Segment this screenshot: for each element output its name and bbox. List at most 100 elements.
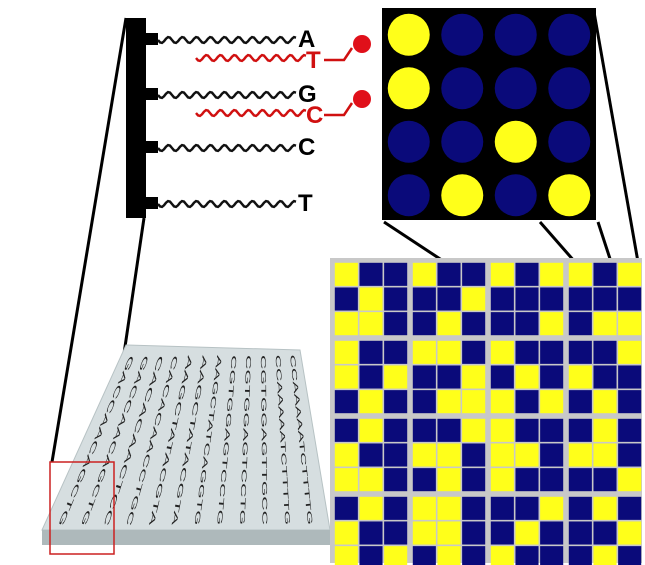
probe-anchor <box>146 88 158 100</box>
chip-cell-bright <box>462 365 486 389</box>
chip-cell-dark <box>568 496 592 520</box>
chip-cell-dark <box>593 340 617 364</box>
chip-cell-bright <box>334 262 358 286</box>
slide-edge <box>42 530 330 545</box>
dark-spot <box>548 67 591 110</box>
chip-cell-dark <box>568 340 592 364</box>
dark-spot <box>548 13 591 56</box>
chip-cell-bright <box>540 312 564 336</box>
chip-cell-bright <box>490 418 514 442</box>
chip-cell-bright <box>437 312 461 336</box>
probe-base-label: T <box>298 190 313 217</box>
bright-spot <box>387 67 430 110</box>
chip-cell-dark <box>359 546 383 565</box>
chip-cell-dark <box>334 418 358 442</box>
chip-cell-dark <box>462 443 486 467</box>
chip-cell-bright <box>334 521 358 545</box>
chip-cell-bright <box>490 340 514 364</box>
chip-cell-bright <box>437 443 461 467</box>
probe-base-label: A <box>298 26 315 53</box>
chip-cell-dark <box>618 546 642 565</box>
chip-cell-bright <box>618 521 642 545</box>
chip-cell-dark <box>568 287 592 311</box>
chip-cell-bright <box>462 390 486 414</box>
label-linker <box>324 47 354 62</box>
chip-cell-bright <box>334 546 358 565</box>
chip-cell-bright <box>334 468 358 492</box>
chip-cell-dark <box>437 418 461 442</box>
chip-cell-dark <box>618 287 642 311</box>
dark-spot <box>494 174 537 217</box>
label-linker <box>324 102 354 117</box>
chip-cell-bright <box>412 262 436 286</box>
chip-cell-bright <box>437 340 461 364</box>
chip-cell-dark <box>462 546 486 565</box>
chip-cell-bright <box>490 390 514 414</box>
chip-cell-dark <box>515 287 539 311</box>
chip-cell-dark <box>359 262 383 286</box>
chip-cell-dark <box>384 390 408 414</box>
dark-spot <box>494 67 537 110</box>
chip-cell-dark <box>412 312 436 336</box>
chip-cell-bright <box>593 418 617 442</box>
chip-cell-dark <box>359 340 383 364</box>
chip-cell-dark <box>437 287 461 311</box>
chip-cell-bright <box>359 287 383 311</box>
chip-cell-dark <box>384 468 408 492</box>
chip-cell-dark <box>384 521 408 545</box>
chip-cell-bright <box>540 390 564 414</box>
chip-cell-dark <box>540 521 564 545</box>
probe-anchor <box>146 33 158 45</box>
chip-cell-bright <box>384 546 408 565</box>
chip-cell-bright <box>359 468 383 492</box>
chip-cell-dark <box>384 443 408 467</box>
chip-cell-dark <box>618 390 642 414</box>
support-bar <box>126 18 146 218</box>
bright-spot <box>494 120 537 163</box>
glass-slide: GACCAACAGCTGGACCAACAGCTGCACACAACTCCCACAC… <box>41 344 331 555</box>
target-strand <box>195 108 307 118</box>
chip-cell-dark <box>437 262 461 286</box>
chip-cell-bright <box>437 521 461 545</box>
chip-cell-dark <box>593 287 617 311</box>
chip-cell-bright <box>490 262 514 286</box>
probe-anchor <box>146 141 158 153</box>
chip-cell-dark <box>384 287 408 311</box>
chip-cell-bright <box>334 365 358 389</box>
chip-cell-dark <box>515 312 539 336</box>
chip-cell-dark <box>568 312 592 336</box>
chip-cell-dark <box>334 287 358 311</box>
chip-cell-dark <box>540 443 564 467</box>
chip-cell-dark <box>593 521 617 545</box>
chip-array <box>330 258 642 565</box>
chip-cell-bright <box>568 365 592 389</box>
chip-cell-dark <box>490 312 514 336</box>
chip-cell-dark <box>384 496 408 520</box>
probe-strand <box>157 90 297 100</box>
chip-cell-bright <box>593 312 617 336</box>
chip-cell-dark <box>412 468 436 492</box>
chip-cell-dark <box>334 496 358 520</box>
chip-cell-bright <box>334 443 358 467</box>
chip-cell-bright <box>359 418 383 442</box>
chip-cell-bright <box>437 468 461 492</box>
slide-sequence-label: CGTGGAGTTGCC <box>259 355 268 525</box>
chip-cell-bright <box>437 390 461 414</box>
fluorescent-label-dot <box>353 90 371 108</box>
chip-cell-bright <box>618 262 642 286</box>
chip-cell-bright <box>359 390 383 414</box>
chip-cell-dark <box>462 521 486 545</box>
probe-anchor <box>146 197 158 209</box>
chip-cell-bright <box>490 468 514 492</box>
probe-base-label: C <box>298 134 315 161</box>
chip-cell-bright <box>412 443 436 467</box>
chip-cells <box>334 262 642 565</box>
chip-cell-dark <box>568 390 592 414</box>
dark-spot <box>548 120 591 163</box>
chip-cell-bright <box>412 496 436 520</box>
chip-cell-dark <box>568 521 592 545</box>
chip-cell-bright <box>540 496 564 520</box>
chip-cell-bright <box>334 312 358 336</box>
target-base-label: C <box>306 102 323 129</box>
